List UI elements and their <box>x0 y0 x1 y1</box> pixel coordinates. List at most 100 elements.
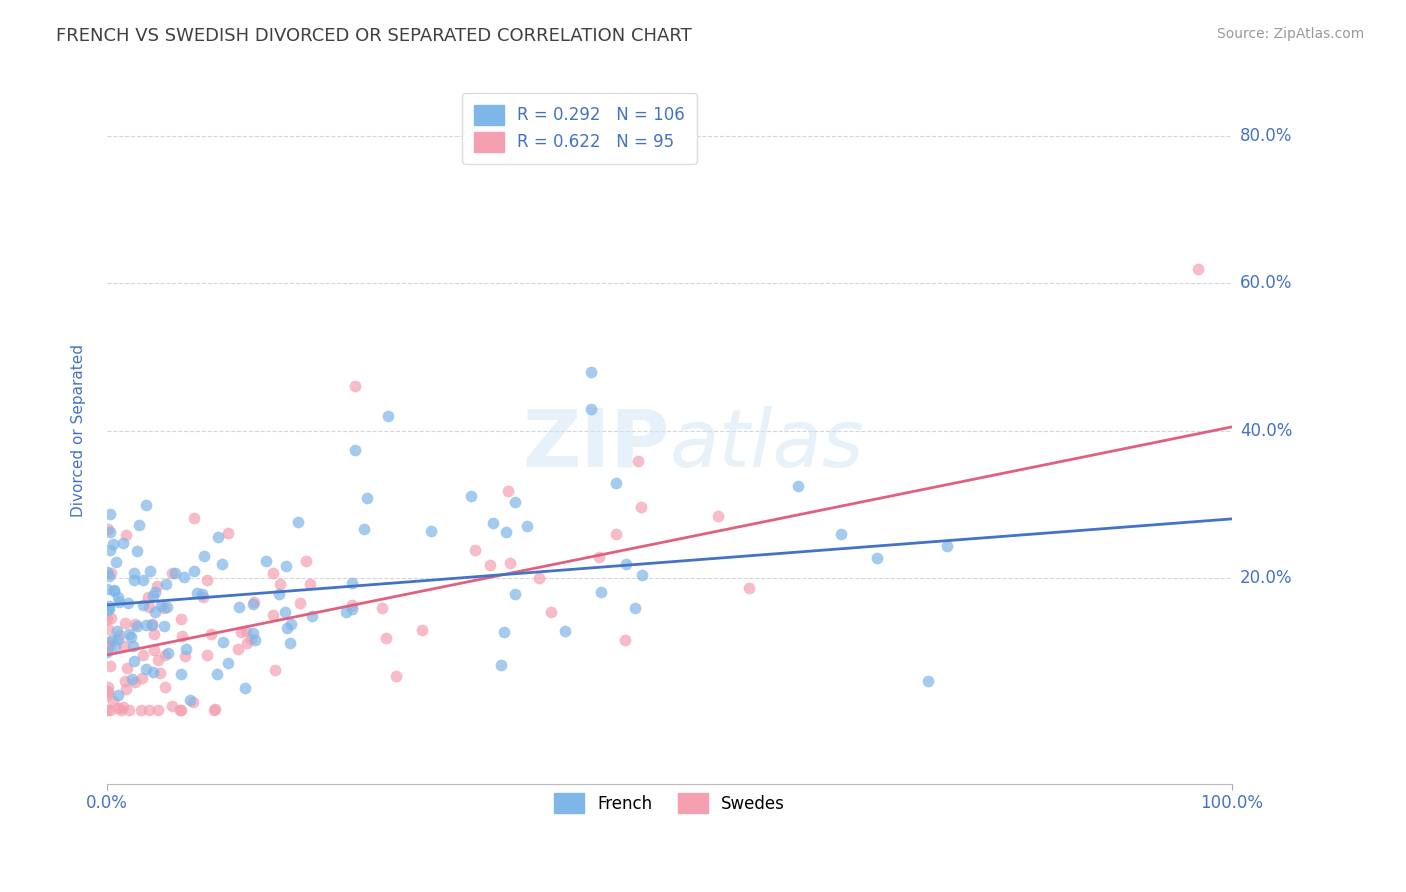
Point <box>146 703 169 717</box>
Point <box>353 522 375 536</box>
Point <box>107 689 129 703</box>
Text: atlas: atlas <box>669 406 865 483</box>
Point <box>411 623 433 637</box>
Point <box>343 443 366 458</box>
Point <box>121 639 143 653</box>
Point <box>419 524 441 538</box>
Point <box>98 599 121 614</box>
Point <box>143 643 166 657</box>
Point <box>516 519 538 533</box>
Point <box>98 601 121 615</box>
Point <box>830 526 852 541</box>
Point <box>100 566 122 580</box>
Point <box>503 495 526 509</box>
Point <box>217 525 239 540</box>
Point <box>100 611 122 625</box>
Point <box>464 542 486 557</box>
Point <box>98 525 121 540</box>
Point <box>121 672 143 686</box>
Point <box>503 586 526 600</box>
Point <box>107 632 129 646</box>
Point <box>153 648 176 663</box>
Point <box>936 539 959 553</box>
Point <box>236 636 259 650</box>
Point <box>153 601 176 615</box>
Point <box>96 703 118 717</box>
Point <box>211 558 233 572</box>
Point <box>579 401 602 416</box>
Point <box>135 618 157 632</box>
Point <box>170 703 193 717</box>
Point <box>207 530 229 544</box>
Point <box>136 590 159 604</box>
Point <box>342 602 364 616</box>
Point <box>170 667 193 681</box>
Point <box>135 498 157 512</box>
Text: 60.0%: 60.0% <box>1240 275 1292 293</box>
Point <box>98 507 121 521</box>
Point <box>235 624 257 639</box>
Point <box>254 554 277 568</box>
Point <box>605 476 627 491</box>
Point <box>96 602 118 616</box>
Point <box>205 667 228 681</box>
Point <box>129 703 152 717</box>
Point <box>174 641 197 656</box>
Point <box>101 693 124 707</box>
Point <box>160 566 183 581</box>
Point <box>127 619 149 633</box>
Point <box>179 693 201 707</box>
Point <box>627 454 650 468</box>
Point <box>153 680 176 694</box>
Point <box>96 582 118 596</box>
Point <box>103 537 125 551</box>
Point <box>482 516 505 531</box>
Point <box>233 681 256 695</box>
Point <box>217 657 239 671</box>
Point <box>143 605 166 619</box>
Point <box>122 566 145 581</box>
Point <box>132 598 155 612</box>
Point <box>110 703 132 717</box>
Point <box>499 556 522 570</box>
Point <box>97 685 120 699</box>
Point <box>301 608 323 623</box>
Text: 40.0%: 40.0% <box>1240 422 1292 440</box>
Point <box>97 680 120 694</box>
Point <box>124 616 146 631</box>
Point <box>343 379 366 393</box>
Point <box>145 584 167 599</box>
Point <box>183 511 205 525</box>
Point <box>169 703 191 717</box>
Point <box>228 600 250 615</box>
Point <box>579 365 602 379</box>
Point <box>170 630 193 644</box>
Point <box>96 641 118 656</box>
Point <box>917 673 939 688</box>
Point <box>239 632 262 646</box>
Point <box>707 508 730 523</box>
Point <box>204 702 226 716</box>
Point <box>141 617 163 632</box>
Point <box>267 587 290 601</box>
Point <box>96 684 118 698</box>
Text: 80.0%: 80.0% <box>1240 128 1292 145</box>
Point <box>103 583 125 598</box>
Point <box>98 638 121 652</box>
Point <box>142 590 165 604</box>
Point <box>1187 261 1209 276</box>
Point <box>245 633 267 648</box>
Point <box>96 611 118 625</box>
Point <box>356 491 378 506</box>
Point <box>157 646 180 660</box>
Point <box>173 570 195 584</box>
Point <box>181 695 204 709</box>
Point <box>200 627 222 641</box>
Point <box>287 515 309 529</box>
Point <box>142 627 165 641</box>
Point <box>117 596 139 610</box>
Point <box>139 565 162 579</box>
Point <box>112 639 135 653</box>
Point <box>149 666 172 681</box>
Point <box>118 703 141 717</box>
